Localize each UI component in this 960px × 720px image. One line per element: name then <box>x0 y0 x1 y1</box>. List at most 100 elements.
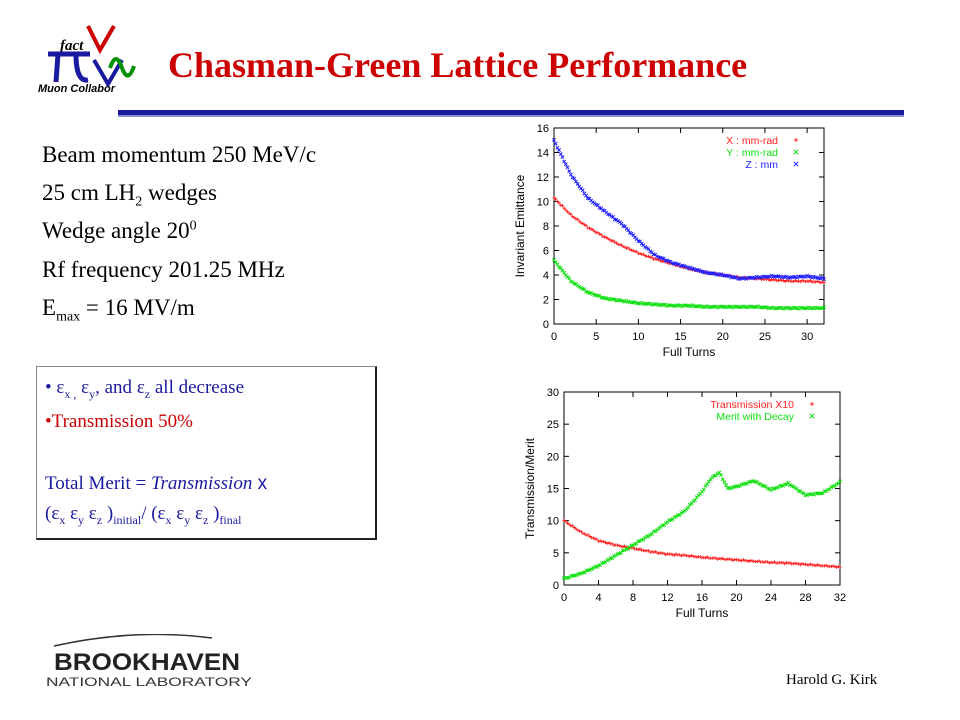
data-point <box>740 559 744 563</box>
x-tick-label: 16 <box>696 592 708 604</box>
data-point <box>591 536 595 540</box>
data-point <box>595 203 600 208</box>
summary-box: • εx , εy, and εz all decrease •Transmis… <box>36 366 377 540</box>
series-0 <box>552 196 826 285</box>
y-tick-label: 25 <box>547 419 559 431</box>
data-point <box>630 248 634 252</box>
legend-label: Transmission X10 <box>710 399 794 411</box>
data-point <box>750 559 754 563</box>
data-point <box>579 221 583 225</box>
legend-marker <box>809 413 815 419</box>
x-tick-label: 8 <box>630 592 636 604</box>
y-tick-label: 14 <box>537 148 549 160</box>
data-point <box>722 480 727 485</box>
data-point <box>615 543 620 547</box>
data-point <box>577 219 581 223</box>
data-point <box>560 204 565 208</box>
data-point <box>802 279 806 283</box>
legend-marker <box>793 149 799 155</box>
data-point <box>562 159 567 164</box>
data-point <box>771 561 775 565</box>
data-point <box>829 564 833 569</box>
data-point <box>690 553 694 558</box>
data-point <box>800 562 804 566</box>
data-point <box>765 560 770 564</box>
data-point <box>688 554 692 559</box>
data-point <box>745 558 749 563</box>
data-point <box>565 210 570 214</box>
data-point <box>565 521 570 525</box>
data-point <box>589 227 593 231</box>
data-point <box>597 232 602 236</box>
y-tick-label: 20 <box>547 451 559 463</box>
series-1 <box>552 258 826 311</box>
data-point <box>701 487 706 492</box>
bnl-logo-sub: NATIONAL LABORATORY <box>46 675 252 689</box>
data-point <box>626 246 630 250</box>
data-point <box>646 549 651 553</box>
summary-merit-line1: Total Merit = Transmission x <box>45 473 268 494</box>
legend-label: X : mm-rad <box>726 135 778 147</box>
legend-marker <box>793 137 799 143</box>
data-point <box>646 247 651 251</box>
data-point <box>634 547 639 551</box>
data-point <box>565 165 570 170</box>
x-tick-label: 20 <box>717 331 729 343</box>
data-point <box>679 554 683 558</box>
data-point <box>610 542 614 546</box>
data-point <box>603 235 607 239</box>
x-tick-label: 20 <box>730 592 742 604</box>
x-tick-label: 4 <box>595 592 601 604</box>
data-point <box>567 522 571 526</box>
y-tick-label: 4 <box>543 270 549 282</box>
data-point <box>793 561 797 565</box>
data-point <box>731 558 735 563</box>
data-point <box>576 528 580 532</box>
transmission-merit-chart: 0 4 8 12 16 20 24 28 32 0 5 10 15 20 25 30 Full Turns Tra… <box>523 387 846 620</box>
data-point <box>554 197 558 201</box>
data-point <box>559 203 563 207</box>
data-point <box>792 279 796 283</box>
data-point <box>807 279 811 283</box>
data-point <box>555 262 560 267</box>
data-point <box>626 228 631 233</box>
data-point <box>569 212 573 216</box>
x-tick-label: 0 <box>551 331 557 343</box>
y-tick-label: 5 <box>553 548 559 560</box>
data-point <box>838 565 842 569</box>
data-point <box>653 550 658 554</box>
x-tick-label: 0 <box>561 592 567 604</box>
x-tick-label: 32 <box>834 592 846 604</box>
data-point <box>619 243 624 247</box>
data-point <box>812 563 816 567</box>
data-point <box>606 237 610 241</box>
data-point <box>552 137 556 142</box>
data-point <box>596 231 600 235</box>
data-point <box>815 563 820 567</box>
data-point <box>567 211 571 215</box>
y-tick-label: 16 <box>537 123 549 135</box>
data-point <box>584 223 588 228</box>
data-point <box>628 247 632 252</box>
data-point <box>660 259 664 264</box>
muon-collaboration-logo: fact Muon Collabor <box>38 24 136 95</box>
data-point <box>797 279 801 283</box>
data-point <box>719 472 723 477</box>
data-point <box>617 544 621 548</box>
data-point <box>817 280 821 284</box>
x-axis-label: Full Turns <box>676 606 729 620</box>
data-point <box>576 217 580 221</box>
data-point <box>580 188 585 193</box>
data-point <box>813 280 818 284</box>
data-point <box>574 527 578 531</box>
data-point <box>808 279 813 283</box>
data-point <box>592 229 597 233</box>
data-point <box>822 305 826 310</box>
x-tick-label: 28 <box>799 592 811 604</box>
summary-merit-line2: (εx εy εz )initial/ (εx εy εz )final <box>45 503 242 527</box>
summary-bullet-transmission: •Transmission 50% <box>45 411 193 432</box>
data-point <box>662 551 666 555</box>
data-point <box>599 233 603 237</box>
data-point <box>581 221 585 226</box>
data-point <box>693 554 697 559</box>
